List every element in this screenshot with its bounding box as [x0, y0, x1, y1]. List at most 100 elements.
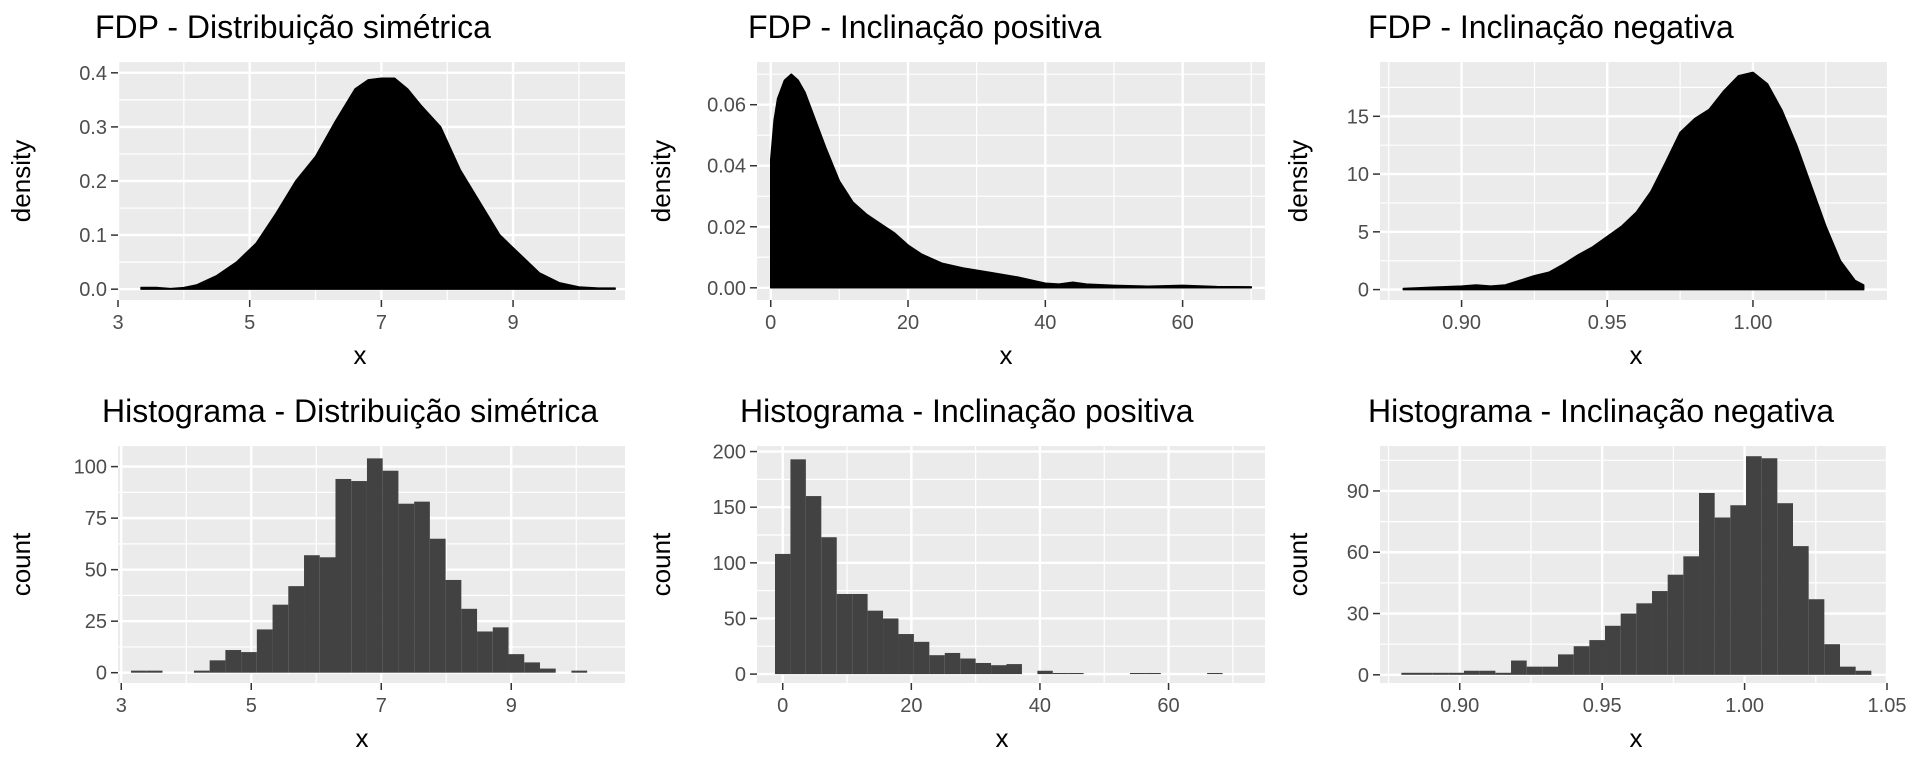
- histogram-bar: [836, 593, 853, 675]
- y-tick-label: 100: [713, 553, 746, 575]
- y-tick-label: 0: [96, 663, 107, 685]
- histogram-bar: [241, 652, 257, 673]
- histogram-bar: [1777, 503, 1794, 675]
- x-tick-label: 20: [897, 312, 919, 334]
- x-tick-label: 5: [246, 695, 257, 717]
- x-tick-label: 7: [376, 695, 387, 717]
- histogram-bar: [1401, 672, 1418, 675]
- histogram-bar: [1464, 670, 1480, 675]
- x-tick-label: 9: [508, 312, 519, 334]
- y-tick-label: 0.00: [707, 278, 746, 300]
- x-axis-title: x: [356, 723, 369, 753]
- y-tick-label: 60: [1347, 542, 1369, 564]
- y-tick-label: 0: [1358, 280, 1369, 302]
- histogram-bar: [1006, 664, 1022, 675]
- x-tick-label: 0.95: [1588, 312, 1627, 334]
- histogram-bar: [461, 608, 478, 673]
- histogram-bar: [256, 629, 273, 673]
- x-tick-label: 1.00: [1725, 695, 1764, 717]
- chart-title: FDP - Inclinação positiva: [748, 9, 1102, 45]
- chart-title: FDP - Distribuição simétrica: [95, 9, 491, 45]
- histogram-bar: [805, 496, 822, 675]
- histogram-bar: [1652, 591, 1668, 675]
- panel-5: 0 20 40 60 0 50 100 150 200 Histograma - Inclinaç…: [646, 393, 1265, 753]
- y-axis-title: density: [1283, 140, 1313, 222]
- histogram-bar: [1699, 492, 1715, 675]
- panel-1: 3 5 7 9 0.0 0.1 0.2 0.3 0.4 FDP - Distribuição si…: [6, 9, 625, 370]
- y-tick-label: 0.04: [707, 156, 746, 178]
- histogram-bar: [539, 668, 556, 673]
- histogram-bar: [883, 618, 899, 675]
- y-tick-label: 0.0: [79, 279, 107, 301]
- y-tick-label: 75: [85, 508, 107, 530]
- y-tick-label: 100: [74, 457, 107, 479]
- histogram-bar: [775, 553, 791, 675]
- histogram-bar: [852, 593, 868, 675]
- histogram-bar: [1855, 670, 1872, 675]
- x-tick-label: 1.05: [1868, 695, 1907, 717]
- histogram-bar: [1667, 574, 1684, 675]
- histogram-bar: [304, 555, 320, 673]
- histogram-bar: [929, 655, 945, 675]
- histogram-bar: [1511, 660, 1527, 675]
- histogram-bar: [1636, 603, 1653, 675]
- histogram-bar: [1605, 625, 1621, 675]
- histogram-bar: [1207, 672, 1223, 675]
- histogram-bar: [1730, 505, 1747, 675]
- histogram-bar: [508, 654, 525, 673]
- histogram-bar: [1037, 670, 1053, 675]
- histogram-bar: [790, 459, 806, 675]
- histogram-bar: [960, 658, 976, 675]
- histogram-bar: [131, 670, 147, 673]
- y-tick-label: 150: [713, 497, 746, 519]
- y-tick-label: 0: [735, 664, 746, 686]
- histogram-bar: [146, 670, 163, 673]
- histogram-bar: [867, 610, 884, 675]
- y-tick-label: 50: [724, 608, 746, 630]
- histogram-bar: [975, 662, 992, 675]
- histogram-bar: [571, 670, 588, 673]
- histogram-bar: [1573, 646, 1590, 675]
- histogram-bar: [898, 634, 914, 675]
- histogram-bar: [821, 537, 837, 675]
- x-axis-title: x: [1630, 723, 1643, 753]
- x-tick-label: 3: [112, 312, 123, 334]
- x-axis-title: x: [1000, 340, 1013, 370]
- y-tick-label: 0.02: [707, 217, 746, 239]
- y-tick-label: 25: [85, 611, 107, 633]
- y-axis-title: density: [646, 140, 676, 222]
- y-tick-label: 0.2: [79, 171, 107, 193]
- histogram-bar: [272, 604, 289, 673]
- histogram-bar: [1417, 672, 1433, 675]
- histogram-bar: [193, 670, 210, 673]
- histogram-bar: [351, 481, 367, 673]
- histogram-bar: [944, 652, 961, 675]
- y-axis-title: density: [6, 140, 36, 222]
- y-tick-label: 15: [1347, 106, 1369, 128]
- x-tick-label: 20: [900, 695, 922, 717]
- histogram-bar: [1145, 672, 1161, 675]
- y-tick-label: 50: [85, 560, 107, 582]
- histogram-bar: [429, 538, 446, 673]
- histogram-bar: [1589, 640, 1606, 675]
- chart-title: Histograma - Distribuição simétrica: [102, 393, 598, 429]
- y-tick-label: 0.06: [707, 95, 746, 117]
- y-tick-label: 10: [1347, 164, 1369, 186]
- histogram-bar: [477, 631, 493, 673]
- histogram-bar: [445, 579, 462, 673]
- x-tick-label: 0.95: [1583, 695, 1622, 717]
- x-tick-label: 5: [244, 312, 255, 334]
- x-tick-label: 0.90: [1442, 312, 1481, 334]
- x-tick-label: 0.90: [1440, 695, 1479, 717]
- panel-2: 0 20 40 60 0.00 0.02 0.04 0.06 FDP - Inclinação …: [646, 9, 1265, 370]
- histogram-bar: [1683, 556, 1700, 675]
- histogram-bar: [1495, 672, 1512, 675]
- y-tick-label: 0: [1358, 665, 1369, 687]
- x-tick-label: 7: [376, 312, 387, 334]
- chart-title: FDP - Inclinação negativa: [1368, 9, 1734, 45]
- y-tick-label: 0.1: [79, 225, 107, 247]
- y-axis-title: count: [1283, 532, 1313, 596]
- x-tick-label: 60: [1157, 695, 1179, 717]
- histogram-bar: [1129, 672, 1146, 675]
- histogram-bar: [288, 586, 305, 673]
